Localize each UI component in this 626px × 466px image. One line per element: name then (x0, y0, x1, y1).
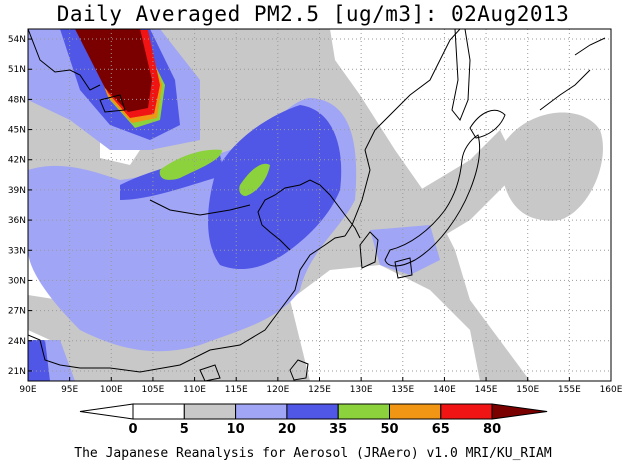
green-patch-west (159, 149, 222, 180)
lat-tick-label: 33N (8, 246, 26, 256)
colorbar-segment (337, 403, 391, 420)
colorbar-label: 5 (180, 422, 189, 437)
kuril-islands (539, 69, 591, 111)
china-coast (28, 235, 346, 373)
honshu (384, 134, 481, 267)
lat-tick-label: 45N (8, 126, 26, 136)
lat-tick-label: 42N (8, 156, 26, 166)
lat-tick-label: 54N (8, 35, 26, 45)
lat-tick-label: 21N (8, 367, 26, 377)
lon-tick-label: 140E (433, 385, 456, 395)
colorbar-label: 35 (329, 422, 347, 437)
colorbar-high-arrow (491, 403, 548, 420)
coastlines (28, 29, 606, 381)
lat-tick-label: 24N (8, 337, 26, 347)
inland-border (149, 199, 251, 216)
mongolia-border (28, 29, 101, 91)
colorbar-label: 10 (227, 422, 245, 437)
green-patch-east (239, 163, 270, 196)
colorbar-label: 80 (483, 422, 501, 437)
hainan (199, 364, 221, 381)
lon-tick-label: 125E (308, 385, 331, 395)
lake-baikal (99, 94, 126, 113)
colorbar-segment (440, 403, 493, 420)
lon-tick-label: 160E (600, 385, 623, 395)
colorbar-label: 20 (278, 422, 296, 437)
longitude-axis: 90E 95E 100E 105E 110E 115E 120E 125E 130E 135E 14… (19, 377, 623, 395)
lon-tick-label: 90E (19, 385, 36, 395)
kyushu (394, 257, 413, 279)
gray-patch-pacific (500, 112, 603, 221)
lon-tick-label: 105E (141, 385, 164, 395)
grid-lines (28, 29, 611, 381)
colorbar-segment (183, 403, 237, 420)
lat-tick-label: 51N (8, 65, 26, 75)
korea-peninsula (359, 231, 379, 269)
lat-tick-label: 36N (8, 216, 26, 226)
lat-tick-label: 30N (8, 276, 26, 286)
latitude-axis: 54N 51N 48N 45N 42N 39N 36N 33N 30N 27N 24N 21N (8, 35, 32, 377)
colorbar-label: 50 (380, 422, 398, 437)
lon-tick-label: 145E (475, 385, 498, 395)
hokkaido (469, 110, 506, 139)
korea-russia-coast (344, 29, 461, 237)
lat-tick-label: 27N (8, 307, 26, 317)
colorbar-label: 0 (128, 422, 137, 437)
colorbar-segment (235, 403, 288, 420)
gray-band-japan (340, 130, 520, 260)
color-legend: 0 5 10 20 35 50 65 80 (79, 403, 548, 437)
kamchatka-edge (574, 37, 606, 56)
lon-tick-label: 120E (266, 385, 289, 395)
colorbar-low-arrow (79, 403, 134, 420)
lon-tick-label: 100E (100, 385, 123, 395)
lon-tick-label: 110E (183, 385, 206, 395)
colorbar-label: 65 (432, 422, 450, 437)
colorbar-segment (132, 403, 185, 420)
lat-tick-label: 39N (8, 186, 26, 196)
map-title: Daily Averaged PM2.5 [ug/m3]: 02Aug2013 (56, 2, 570, 26)
lon-tick-label: 115E (225, 385, 248, 395)
clean-area-south-sea (290, 265, 480, 381)
lon-tick-label: 150E (516, 385, 539, 395)
bohai-coast (257, 179, 361, 251)
lon-tick-label: 95E (61, 385, 78, 395)
dark-red-plume (75, 29, 152, 112)
footer-credit: The Japanese Reanalysis for Aerosol (JRA… (74, 446, 552, 461)
taiwan (289, 359, 309, 381)
lat-tick-label: 48N (8, 95, 26, 105)
colorbar-segment (389, 403, 442, 420)
colorbar-segment (286, 403, 339, 420)
medium-blue-core (208, 105, 342, 270)
lon-tick-label: 135E (391, 385, 414, 395)
lon-tick-label: 130E (350, 385, 373, 395)
lon-tick-label: 155E (558, 385, 581, 395)
sakhalin (451, 29, 471, 121)
